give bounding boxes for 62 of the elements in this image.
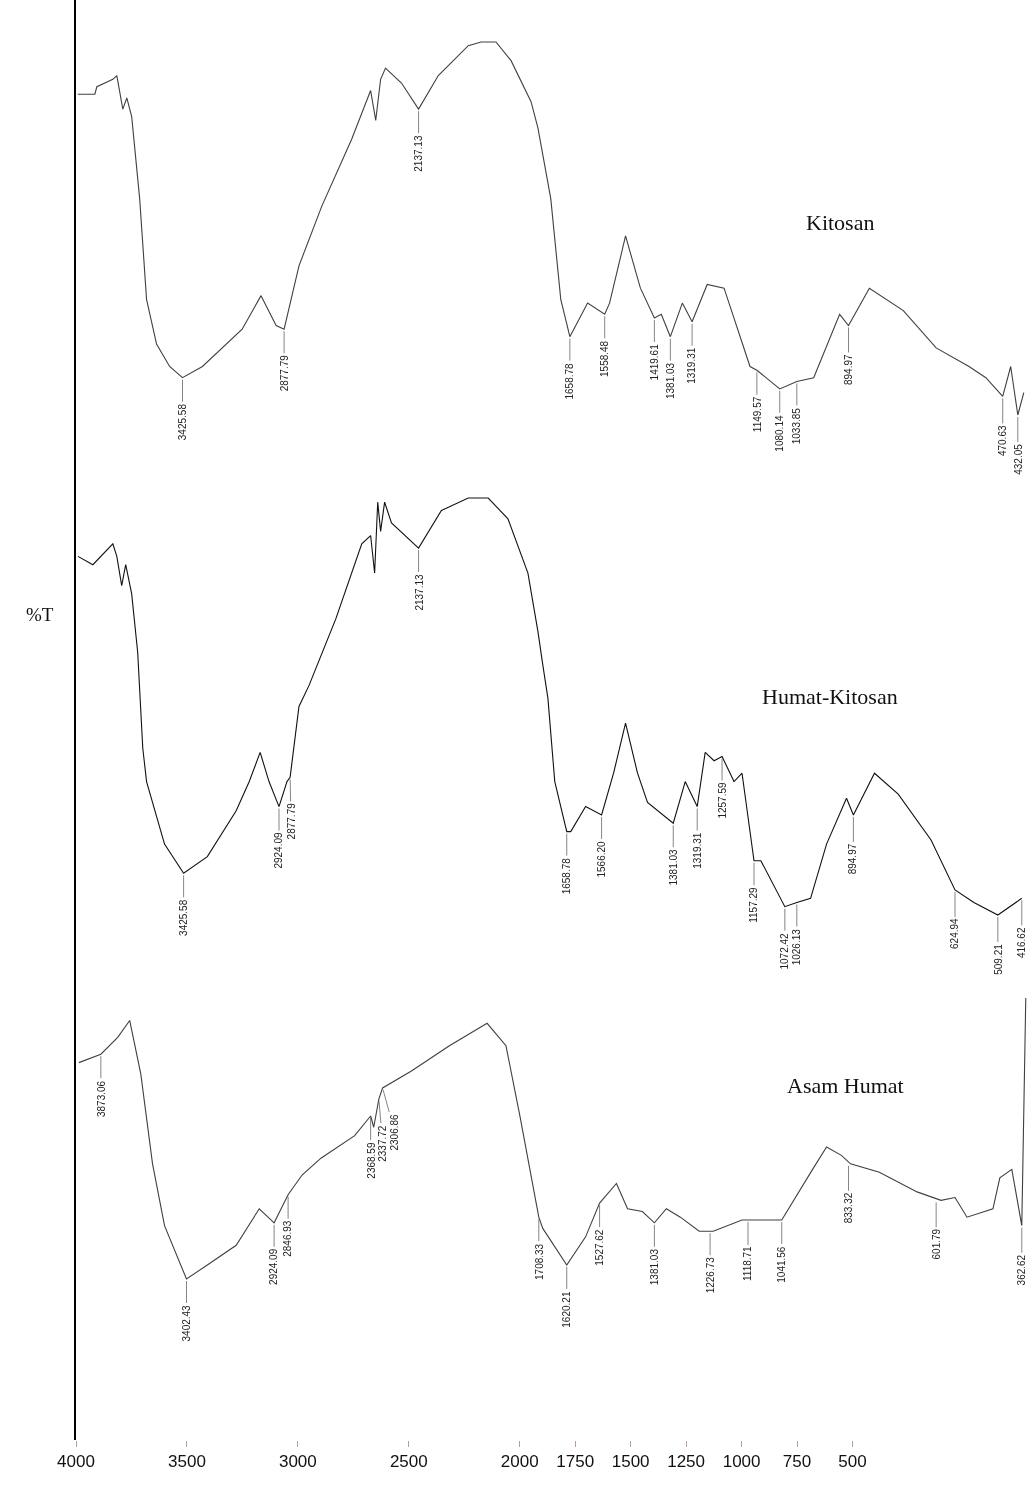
annotation: 1072.42: [779, 932, 791, 970]
annotation: 1080.14: [773, 415, 785, 452]
annotation: 509.21: [992, 943, 1004, 975]
annotation: 2924.09: [268, 1248, 280, 1285]
x-tick-label: 1750: [556, 1452, 595, 1472]
annotation: 1381.03: [664, 362, 676, 400]
annotation: 1226.73: [704, 1256, 716, 1294]
annotation: 416.62: [1016, 927, 1028, 959]
annotation: 2306.86: [388, 1113, 400, 1151]
annotation: 2337.72: [377, 1125, 389, 1162]
annotation: 1527.62: [594, 1229, 606, 1266]
text: Humat-Kitosan: [762, 684, 898, 709]
annotation: 1033.85: [791, 407, 803, 445]
x-tick-label: 2000: [500, 1452, 539, 1472]
annotation: 1658.78: [564, 362, 576, 400]
x-tick-label: 500: [838, 1452, 867, 1472]
annotation: 1118.71: [742, 1245, 754, 1282]
y-axis-title: %T: [26, 604, 54, 625]
annotation: 2137.13: [413, 135, 425, 172]
annotation: 2877.79: [285, 802, 297, 840]
annotation: 1620.21: [560, 1291, 572, 1328]
annotation: 3425.58: [178, 899, 190, 936]
annotation: 1149.57: [751, 396, 763, 433]
text: Kitosan: [806, 210, 875, 235]
annotation: 2877.79: [278, 354, 290, 392]
text: Asam Humat: [787, 1073, 904, 1098]
annotation: 1381.03: [667, 848, 679, 886]
annotation: 2924.09: [273, 831, 285, 869]
annotation: 601.79: [930, 1228, 942, 1260]
x-tick-label: 1500: [611, 1452, 650, 1472]
annotation: 2368.59: [365, 1142, 377, 1179]
annotation: 362.62: [1016, 1254, 1028, 1286]
annotation: 894.97: [847, 843, 859, 875]
annotation: 432.05: [1012, 443, 1024, 475]
annotation: 1566.20: [595, 840, 607, 878]
x-tick-label: 4000: [57, 1452, 95, 1472]
annotation: 624.94: [949, 917, 961, 949]
annotation: 1319.31: [691, 832, 703, 869]
annotation: 3425.58: [176, 403, 188, 441]
x-tick-label: 3500: [168, 1452, 206, 1472]
annotation: 3402.43: [181, 1304, 193, 1342]
x-tick-label: 1250: [667, 1452, 706, 1472]
x-tick-label: 3000: [278, 1452, 317, 1472]
annotation: 1419.61: [649, 343, 661, 381]
annotation: 1558.48: [599, 340, 611, 377]
x-tick-label: 1000: [722, 1452, 761, 1472]
annotation: 894.97: [843, 353, 855, 385]
annotation: 1658.78: [561, 857, 573, 895]
annotation: 470.63: [997, 425, 1009, 457]
annotation: 1319.31: [686, 347, 698, 384]
annotation: 1157.29: [748, 886, 760, 923]
x-tick-label: 2500: [389, 1452, 428, 1472]
annotation: 833.32: [842, 1192, 854, 1224]
annotation: 2137.13: [413, 574, 425, 611]
annotation: 1026.13: [791, 928, 803, 966]
annotation: 1041.56: [775, 1246, 787, 1283]
annotation: 1708.33: [533, 1243, 545, 1280]
x-tick-label: 750: [782, 1452, 812, 1472]
annotation: 1381.03: [648, 1248, 660, 1286]
annotation: 3873.06: [95, 1080, 107, 1118]
annotation: 2846.93: [282, 1220, 294, 1257]
annotation: 1257.59: [716, 782, 728, 819]
